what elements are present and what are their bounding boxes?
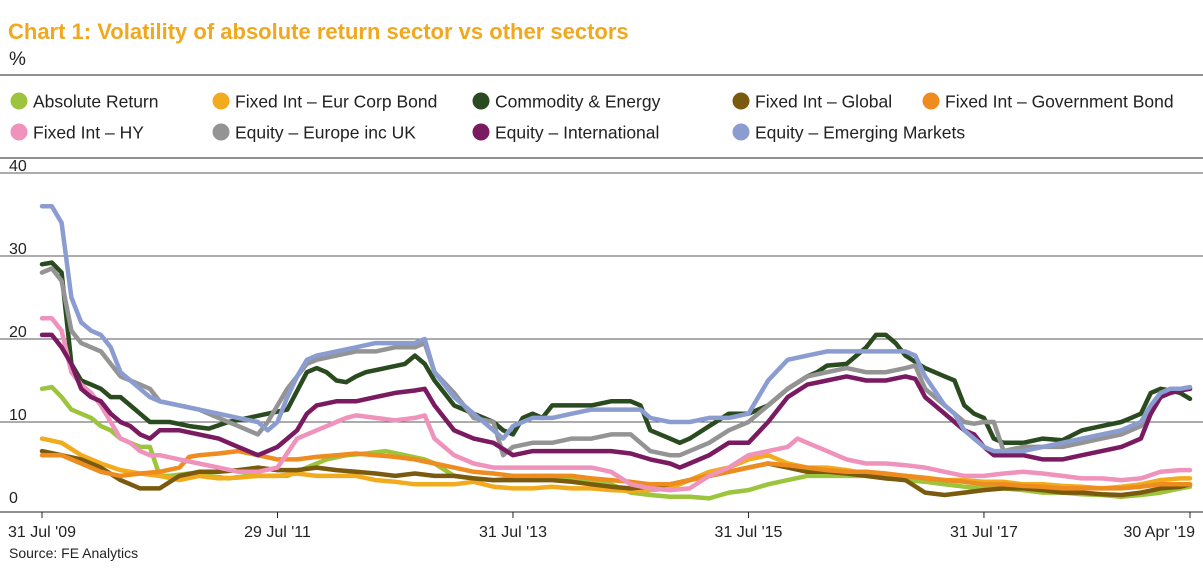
legend-label: Equity – Emerging Markets xyxy=(755,123,965,143)
x-tick-label: 31 Jul '17 xyxy=(950,524,1018,541)
legend-swatch xyxy=(10,92,28,110)
legend: Absolute Return Fixed Int – Eur Corp Bond… xyxy=(10,92,1174,143)
legend-label: Fixed Int – Global xyxy=(755,92,892,112)
series-line xyxy=(39,316,1193,493)
x-tick-label: 31 Jul '15 xyxy=(714,524,782,541)
legend-label: Equity – International xyxy=(495,123,659,143)
x-tick-label: 30 Apr '19 xyxy=(1123,524,1195,541)
legend-swatch xyxy=(10,123,28,141)
legend-swatch xyxy=(212,123,230,141)
legend-swatch xyxy=(732,92,750,110)
y-axis-ticks: 0 10 20 30 40 xyxy=(9,158,27,507)
y-tick-label: 20 xyxy=(9,324,27,341)
legend-swatch xyxy=(732,123,750,141)
source-note: Source: FE Analytics xyxy=(9,545,138,561)
legend-label: Commodity & Energy xyxy=(495,92,661,112)
x-tick-label: 31 Jul '09 xyxy=(8,524,76,541)
series-line xyxy=(39,332,1193,470)
legend-swatch xyxy=(212,92,230,110)
legend-label: Absolute Return xyxy=(33,92,159,112)
legend-swatch xyxy=(922,92,940,110)
y-tick-label: 0 xyxy=(9,490,18,507)
legend-label: Equity – Europe inc UK xyxy=(235,123,416,143)
legend-swatch xyxy=(472,92,490,110)
series-line xyxy=(39,436,1193,494)
x-axis-ticks: 31 Jul '09 29 Jul '11 31 Jul '13 31 Jul '15… xyxy=(0,511,1203,541)
x-tick-label: 29 Jul '11 xyxy=(244,524,311,541)
gridlines xyxy=(0,172,1203,423)
chart-title: Chart 1: Volatility of absolute return s… xyxy=(8,19,629,44)
series-lines xyxy=(39,203,1193,501)
legend-swatch xyxy=(472,123,490,141)
y-tick-label: 10 xyxy=(9,407,27,424)
series-line xyxy=(39,448,1193,491)
y-axis-unit: % xyxy=(9,49,26,70)
y-tick-label: 40 xyxy=(9,158,27,175)
x-tick-label: 31 Jul '13 xyxy=(479,524,547,541)
legend-label: Fixed Int – HY xyxy=(33,123,144,143)
legend-label: Fixed Int – Eur Corp Bond xyxy=(235,92,437,112)
series-line xyxy=(39,260,1193,446)
series-line xyxy=(39,203,1193,454)
legend-label: Fixed Int – Government Bond xyxy=(945,92,1174,112)
y-tick-label: 30 xyxy=(9,241,27,258)
